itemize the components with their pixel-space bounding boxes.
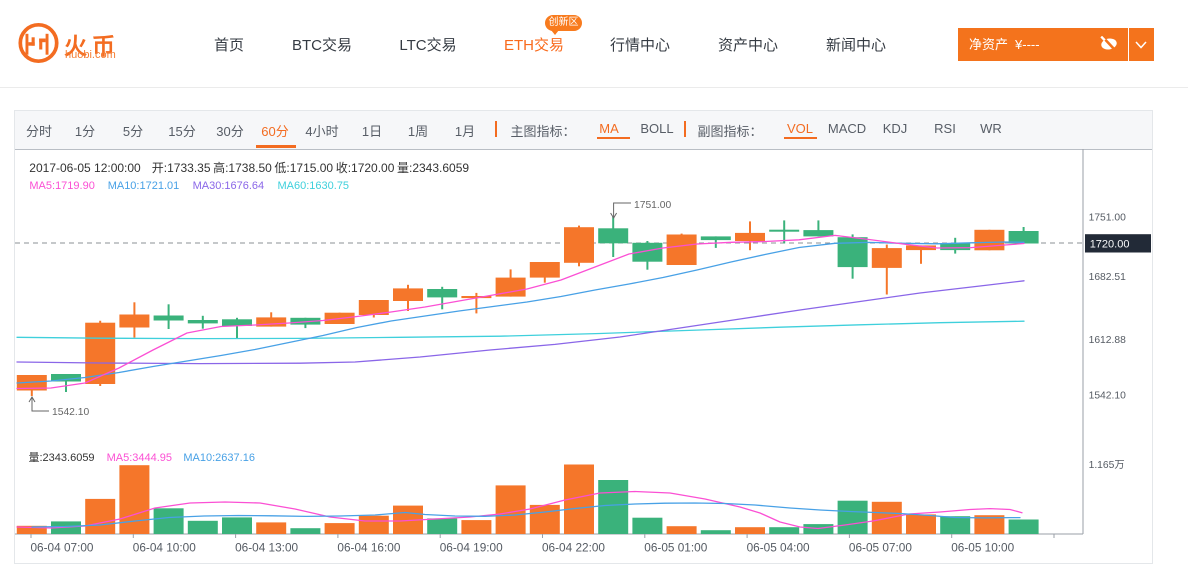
svg-text:1.165万: 1.165万 (1089, 460, 1125, 471)
svg-text:MA10:2637.16: MA10:2637.16 (183, 452, 255, 464)
svg-text:MA10:1721.01: MA10:1721.01 (108, 180, 180, 192)
svg-text:1682.51: 1682.51 (1089, 272, 1126, 283)
svg-text:06-04 16:00: 06-04 16:00 (337, 541, 400, 555)
svg-text:1612.88: 1612.88 (1089, 335, 1126, 346)
svg-text:量:2343.6059: 量:2343.6059 (397, 161, 469, 175)
svg-text:1751.00: 1751.00 (1089, 212, 1126, 223)
svg-text:1720.00: 1720.00 (1090, 239, 1130, 251)
svg-text:06-04 19:00: 06-04 19:00 (440, 541, 503, 555)
svg-text:1542.10: 1542.10 (1089, 390, 1126, 401)
svg-text:MA5:3444.95: MA5:3444.95 (107, 452, 172, 464)
svg-text:收:1720.00: 收:1720.00 (336, 161, 395, 175)
svg-text:MA5:1719.90: MA5:1719.90 (29, 180, 94, 192)
svg-text:1542.10: 1542.10 (52, 407, 89, 418)
svg-text:开:1733.35: 开:1733.35 (152, 161, 211, 175)
svg-text:2017-06-05 12:00:00: 2017-06-05 12:00:00 (29, 161, 141, 175)
svg-text:06-04 07:00: 06-04 07:00 (31, 541, 94, 555)
svg-text:06-04 10:00: 06-04 10:00 (133, 541, 196, 555)
svg-text:06-04 22:00: 06-04 22:00 (542, 541, 605, 555)
svg-text:06-05 01:00: 06-05 01:00 (644, 541, 707, 555)
svg-text:量:2343.6059: 量:2343.6059 (29, 451, 95, 464)
svg-text:06-05 07:00: 06-05 07:00 (849, 541, 912, 555)
svg-text:MA60:1630.75: MA60:1630.75 (278, 180, 350, 192)
svg-text:06-05 10:00: 06-05 10:00 (951, 541, 1014, 555)
svg-text:06-04 13:00: 06-04 13:00 (235, 541, 298, 555)
svg-text:MA30:1676.64: MA30:1676.64 (193, 180, 265, 192)
svg-text:低:1715.00: 低:1715.00 (274, 161, 333, 175)
svg-text:高:1738.50: 高:1738.50 (213, 160, 272, 175)
svg-text:06-05 04:00: 06-05 04:00 (747, 541, 810, 555)
svg-text:1751.00: 1751.00 (634, 200, 671, 211)
